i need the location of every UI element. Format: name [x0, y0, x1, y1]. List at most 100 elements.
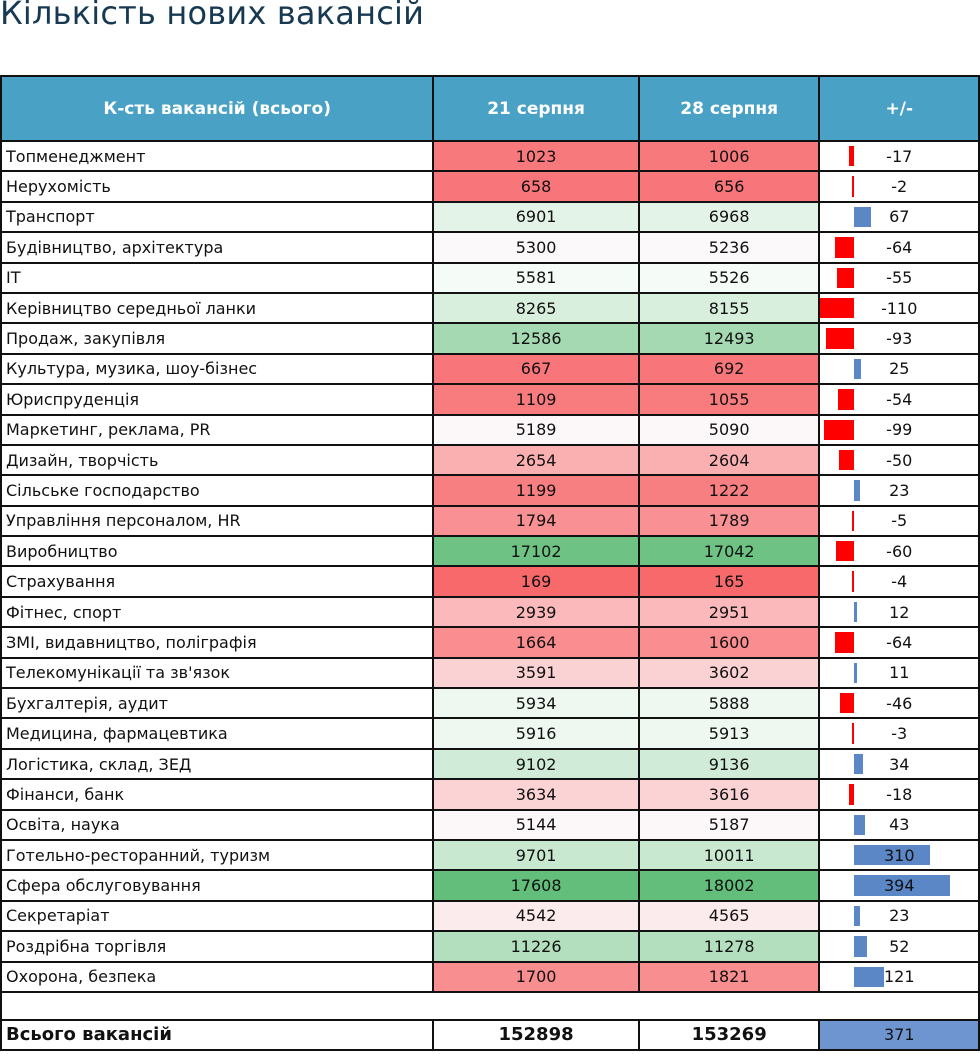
table-row: Освіта, наука 5144 5187 43	[0, 808, 980, 841]
table-row: Продаж, закупівля 12586 12493 -93	[0, 322, 980, 355]
table-row: Медицина, фармацевтика 5916 5913 -3	[0, 717, 980, 750]
table-row: Охорона, безпека 1700 1821 121	[0, 960, 980, 993]
diff-value: 43	[889, 815, 910, 835]
diff-value: -17	[886, 146, 913, 166]
category-name: Дизайн, творчість	[0, 443, 435, 477]
value-aug-21: 4542	[432, 899, 640, 933]
category-name: Бухгалтерія, аудит	[0, 687, 435, 720]
total-diff-cell: 371	[818, 1018, 980, 1051]
diff-value: 394	[883, 876, 915, 896]
diff-bar-negative	[821, 297, 855, 319]
diff-bar-negative	[852, 176, 855, 197]
category-name: Сільське господарство	[0, 474, 435, 507]
value-aug-21: 17102	[432, 535, 640, 568]
value-aug-28: 692	[637, 352, 821, 386]
value-aug-21: 169	[432, 565, 640, 598]
category-name: Будівництво, архітектура	[0, 231, 435, 264]
diff-cell: -60	[818, 535, 980, 568]
table-row: Нерухомість 658 656 -2	[0, 170, 980, 203]
diff-bar-negative	[834, 237, 855, 258]
total-diff: 371	[883, 1025, 915, 1045]
value-aug-28: 1789	[637, 504, 821, 538]
value-aug-28: 1006	[637, 139, 821, 173]
value-aug-21: 667	[432, 352, 640, 386]
value-aug-21: 9701	[432, 838, 640, 872]
value-aug-21: 1700	[432, 960, 640, 993]
value-aug-28: 5913	[637, 717, 821, 750]
diff-bar-negative	[852, 571, 855, 592]
category-name: Виробництво	[0, 535, 435, 568]
value-aug-21: 1664	[432, 626, 640, 659]
table-row: Виробництво 17102 17042 -60	[0, 535, 980, 568]
diff-cell: 394	[818, 869, 980, 902]
diff-value: -5	[891, 511, 908, 531]
diff-cell: 43	[818, 808, 980, 841]
diff-value: 121	[883, 967, 915, 987]
category-name: Керівництво середньої ланки	[0, 291, 435, 325]
category-name: Роздрібна торгівля	[0, 930, 435, 963]
diff-value: 23	[889, 480, 910, 500]
value-aug-21: 1794	[432, 504, 640, 538]
diff-bar-positive	[854, 206, 871, 228]
diff-cell: -54	[818, 383, 980, 416]
value-aug-21: 2654	[432, 443, 640, 477]
value-aug-28: 1222	[637, 474, 821, 507]
diff-cell: -99	[818, 413, 980, 446]
value-aug-21: 658	[432, 170, 640, 203]
diff-bar-positive	[854, 844, 931, 866]
value-aug-28: 18002	[637, 869, 821, 902]
diff-value: 310	[883, 845, 915, 865]
diff-bar-positive	[854, 905, 861, 927]
diff-cell: 67	[818, 200, 980, 234]
diff-value: 67	[889, 207, 910, 227]
value-aug-28: 2604	[637, 443, 821, 477]
value-aug-28: 656	[637, 170, 821, 203]
diff-value: -2	[891, 177, 908, 197]
diff-value: 12	[889, 602, 910, 622]
diff-bar-positive	[854, 966, 884, 987]
diff-value: -99	[886, 420, 913, 440]
diff-value: -60	[886, 541, 913, 561]
diff-cell: 34	[818, 747, 980, 781]
value-aug-21: 1199	[432, 474, 640, 507]
value-aug-21: 1109	[432, 383, 640, 416]
value-aug-21: 5300	[432, 231, 640, 264]
diff-value: 23	[889, 906, 910, 926]
diff-bar-negative	[837, 267, 855, 288]
category-name: Фінанси, банк	[0, 778, 435, 811]
category-name: Фітнес, спорт	[0, 595, 435, 629]
table-row: Будівництво, архітектура 5300 5236 -64	[0, 231, 980, 264]
diff-bar-negative	[837, 389, 855, 410]
value-aug-28: 1821	[637, 960, 821, 993]
table-row: ЗМІ, видавництво, поліграфія 1664 1600 -64	[0, 626, 980, 659]
table-row: Страхування 169 165 -4	[0, 565, 980, 598]
category-name: Логістика, склад, ЗЕД	[0, 747, 435, 781]
value-aug-21: 8265	[432, 291, 640, 325]
category-name: Секретаріат	[0, 899, 435, 933]
diff-value: -4	[891, 572, 908, 592]
header-date-2: 28 серпня	[637, 75, 821, 142]
diff-cell: -50	[818, 443, 980, 477]
diff-value: -18	[886, 784, 913, 804]
diff-cell: 11	[818, 656, 980, 690]
category-name: Управління персоналом, HR	[0, 504, 435, 538]
diff-value: -46	[886, 693, 913, 713]
diff-bar-positive	[854, 601, 858, 623]
value-aug-21: 3634	[432, 778, 640, 811]
header-date-1: 21 серпня	[432, 75, 640, 142]
value-aug-28: 5888	[637, 687, 821, 720]
diff-cell: -55	[818, 261, 980, 294]
diff-cell: -2	[818, 170, 980, 203]
table-row: Логістика, склад, ЗЕД 9102 9136 34	[0, 747, 980, 781]
diff-bar-negative	[825, 328, 855, 349]
category-name: Культура, музика, шоу-бізнес	[0, 352, 435, 386]
diff-value: -64	[886, 237, 913, 257]
table-row: IT 5581 5526 -55	[0, 261, 980, 294]
category-name: Топменеджмент	[0, 139, 435, 173]
diff-cell: 310	[818, 838, 980, 872]
diff-bar-negative	[852, 723, 855, 744]
diff-cell: 52	[818, 930, 980, 963]
diff-bar-negative	[849, 146, 855, 167]
diff-value: 34	[889, 754, 910, 774]
diff-bar-negative	[840, 693, 855, 714]
